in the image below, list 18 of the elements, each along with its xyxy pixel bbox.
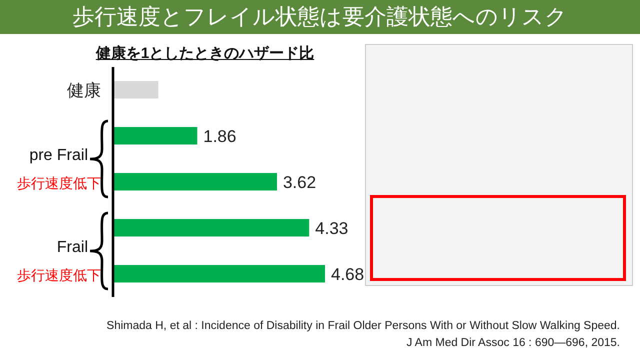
- bar: [113, 173, 277, 190]
- data-label: 3.62: [282, 172, 316, 192]
- y-tick-label: 歩行速度低下: [17, 175, 101, 191]
- text: Shimada H, et al : Incidence of Disability in Frail Older Persons With or Without Slow Walking Speed.: [106, 319, 620, 334]
- chart-subtitle: 健康を1としたときのハザード比: [95, 44, 315, 63]
- bar: [113, 127, 198, 144]
- text: Frail: [56, 239, 88, 257]
- bar: [113, 265, 325, 282]
- text: pre Frail: [29, 147, 88, 165]
- data-label: 1.86: [203, 126, 236, 146]
- chart-title: 歩行速度とフレイル状態は要介護状態へのリスク: [0, 0, 640, 34]
- y-tick-label: 歩行速度低下: [17, 267, 101, 283]
- y-tick-label: 健康: [67, 81, 101, 100]
- data-label: 4.33: [315, 218, 348, 238]
- text: J Am Med Dir Assoc 16 : 690—696, 2015.: [405, 336, 620, 351]
- bar: [113, 219, 310, 236]
- data-label: 4.68: [331, 264, 364, 284]
- bar: [113, 81, 158, 98]
